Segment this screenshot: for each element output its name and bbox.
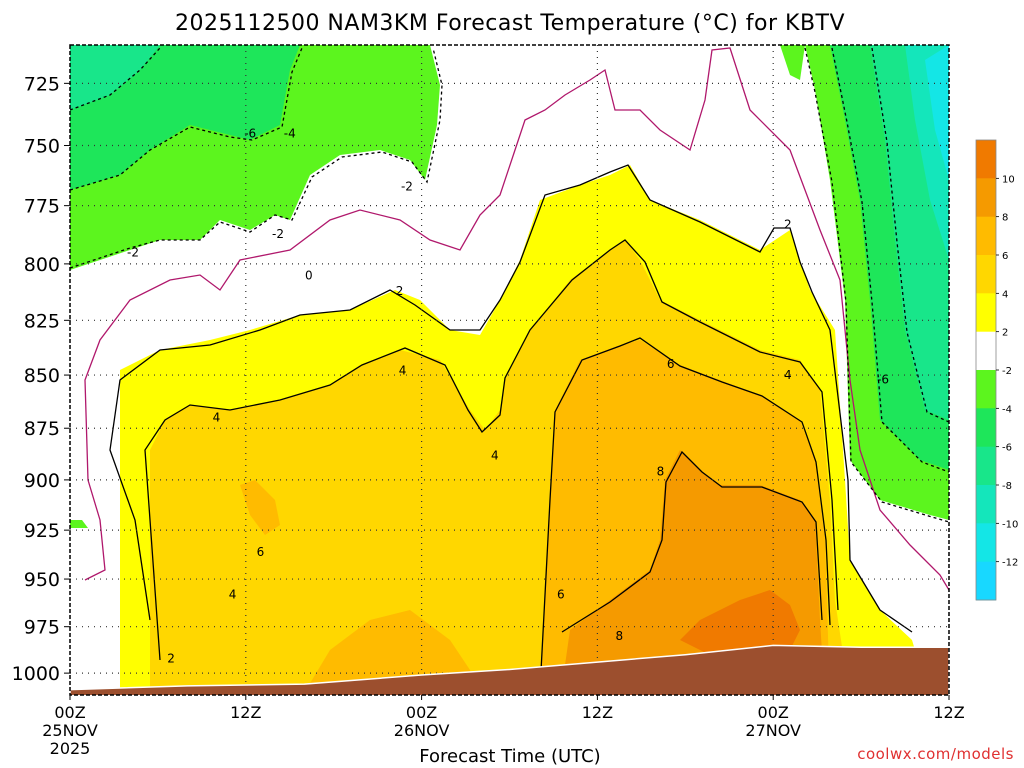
colorbar-label: 8	[1002, 213, 1008, 224]
contour-label: -6	[244, 126, 256, 140]
y-tick-label: 975	[24, 617, 60, 639]
contour-label: 2	[784, 217, 792, 231]
colorbar-label: -6	[1002, 443, 1012, 454]
contour-minus4	[70, 47, 303, 191]
colorbar-swatch	[976, 178, 996, 218]
x-tick-label: 00Z	[406, 703, 437, 722]
colorbar-swatch	[976, 331, 996, 371]
x-tick-year: 2025	[50, 739, 91, 758]
temperature-fill-layer	[70, 45, 949, 695]
y-tick-label: 800	[24, 254, 60, 276]
x-tick-label: 12Z	[230, 703, 261, 722]
terrain-surface	[70, 644, 949, 695]
y-tick-label: 825	[24, 310, 60, 332]
colorbar-label: -4	[1002, 404, 1012, 415]
colorbar-swatch	[976, 140, 996, 179]
y-tick-label: 875	[24, 418, 60, 440]
contour-minus6	[70, 47, 161, 111]
colorbar: 10 8 6 4 2 -2 -4 -6 -8 -10 -12	[975, 139, 1018, 601]
contour-right-minus4	[831, 47, 949, 473]
colorbar-swatch	[976, 293, 996, 333]
fill-white-left	[70, 300, 120, 520]
y-tick-label: 775	[24, 196, 60, 218]
contour-4	[144, 239, 839, 661]
contour-label: -2	[127, 245, 139, 259]
y-tick-label: 900	[24, 470, 60, 492]
chart-title: 2025112500 NAM3KM Forecast Temperature (…	[175, 11, 845, 36]
contour-right-minus2	[804, 47, 949, 523]
plot-area: -6 -4 -2 -2 -2 0 2 2 4 4 4 4 6 6 6 4 2 8 8 -6	[70, 45, 949, 695]
colorbar-swatch	[976, 370, 996, 409]
contour-label: -4	[284, 126, 296, 140]
x-tick-date: 27NOV	[745, 721, 801, 740]
contour-6	[539, 337, 831, 691]
fill-8-to-10-lower	[680, 590, 800, 660]
colorbar-swatch	[976, 408, 996, 448]
x-tick-date: 25NOV	[42, 721, 98, 740]
credit-text: coolwx.com/models	[857, 745, 1014, 763]
colorbar-swatch	[976, 561, 996, 601]
contour-label: 0	[305, 268, 313, 282]
colorbar-label: -8	[1002, 481, 1012, 492]
y-tick-label: 725	[24, 73, 60, 95]
x-tick-label: 12Z	[582, 703, 613, 722]
x-tick-date: 26NOV	[394, 721, 450, 740]
contour-2	[109, 164, 913, 633]
colorbar-swatch	[976, 485, 996, 524]
plot-frame	[69, 44, 950, 696]
fill-cold-right-minus10	[925, 45, 949, 180]
fill-green-top-right	[780, 45, 805, 80]
y-tick-label: 750	[24, 136, 60, 158]
colorbar-label: 6	[1002, 251, 1008, 262]
fill-minus4-to-minus6	[70, 45, 300, 190]
colorbar-label: -10	[1002, 519, 1018, 530]
contour-right-minus6	[871, 47, 949, 423]
contour-label: 4	[213, 411, 221, 425]
contour-label: 6	[257, 545, 265, 559]
contour-label: 4	[229, 587, 237, 601]
contour-label: 6	[667, 357, 675, 371]
colorbar-label: -12	[1002, 558, 1018, 569]
contour-label: 4	[399, 364, 407, 378]
fill-minus6-to-minus8	[70, 45, 160, 110]
contour-label: -2	[272, 227, 284, 241]
contour-label: 2	[396, 284, 404, 298]
contour-label: 2	[167, 651, 175, 665]
colorbar-swatch	[976, 523, 996, 563]
contour-lines	[70, 47, 949, 691]
contour-labels: -6 -4 -2 -2 -2 0 2 2 4 4 4 4 6 6 6 4 2 8 8 -6	[127, 126, 889, 665]
y-axis: 725 750 775 800 825 850 875 900 925 950 975 1000	[12, 73, 70, 685]
colorbar-label: 10	[1002, 174, 1015, 185]
contour-label: 6	[557, 587, 565, 601]
colorbar-label: 4	[1002, 289, 1008, 300]
grid-lines	[70, 45, 949, 695]
x-tick-label: 00Z	[54, 703, 85, 722]
contour-label: 4	[784, 368, 792, 382]
x-tick-label: 00Z	[758, 703, 789, 722]
x-axis-label: Forecast Time (UTC)	[419, 746, 600, 767]
y-tick-label: 850	[24, 365, 60, 387]
contour-minus2	[70, 47, 443, 269]
contour-8	[561, 450, 823, 633]
contour-zero	[84, 47, 949, 591]
colorbar-label: 2	[1002, 328, 1008, 339]
y-tick-label: 950	[24, 569, 60, 591]
contour-label: 4	[491, 448, 499, 462]
colorbar-swatch	[976, 255, 996, 294]
colorbar-swatch	[976, 446, 996, 486]
contour-label: 8	[657, 465, 665, 479]
contour-label: 8	[616, 629, 624, 643]
y-tick-label: 925	[24, 520, 60, 542]
colorbar-swatch	[976, 216, 996, 256]
fill-6-to-8-left	[240, 480, 280, 535]
contour-label: -2	[401, 180, 413, 194]
y-tick-label: 1000	[12, 663, 60, 685]
contour-label: -6	[877, 372, 889, 386]
x-tick-label: 12Z	[933, 703, 964, 722]
colorbar-label: -2	[1002, 366, 1012, 377]
